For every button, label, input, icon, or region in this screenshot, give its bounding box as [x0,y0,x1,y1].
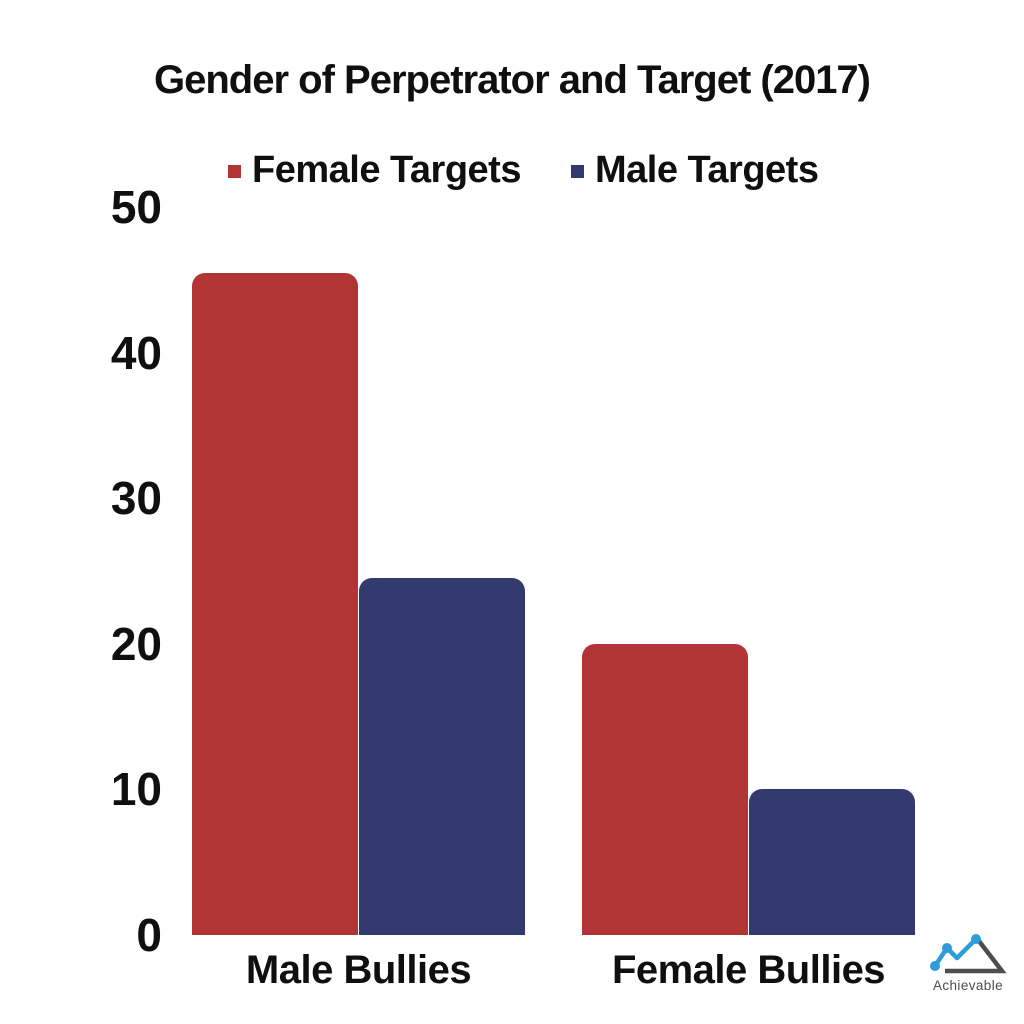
chart-title: Gender of Perpetrator and Target (2017) [154,58,871,102]
legend-item-male-targets: Male Targets [570,148,819,192]
x-axis: Male Bullies Female Bullies [192,950,915,1000]
y-axis: 0 10 20 30 40 50 [0,184,162,958]
logo-dot [971,934,981,944]
bar-male-targets-male-bullies [359,578,525,935]
y-tick-40: 40 [110,326,162,379]
y-tick-50: 50 [110,181,162,233]
legend-item-female-targets: Female Targets [228,149,521,192]
logo-dot [930,961,940,971]
bar-female-targets-male-bullies [192,272,358,935]
achievable-logo-text: Achievable [932,978,1004,993]
legend-label: Female Targets [252,148,521,191]
logo-dot [942,943,952,953]
legend-swatch-female-targets [228,164,241,178]
y-tick-20: 20 [110,617,162,670]
legend-label: Male Targets [594,148,819,191]
bar-male-targets-female-bullies [749,789,915,935]
y-tick-30: 30 [110,472,162,525]
achievable-watermark: Achievable [926,932,1010,993]
y-tick-0: 0 [136,909,162,961]
legend-swatch-male-targets [570,164,584,178]
x-label-male-bullies: Male Bullies [245,948,472,992]
x-label-female-bullies: Female Bullies [611,948,886,992]
legend: Female Targets Male Targets [228,144,819,196]
achievable-logo-icon [930,934,1007,974]
plot-area [192,207,915,935]
y-tick-10: 10 [110,763,162,816]
bar-female-targets-female-bullies [582,643,748,935]
